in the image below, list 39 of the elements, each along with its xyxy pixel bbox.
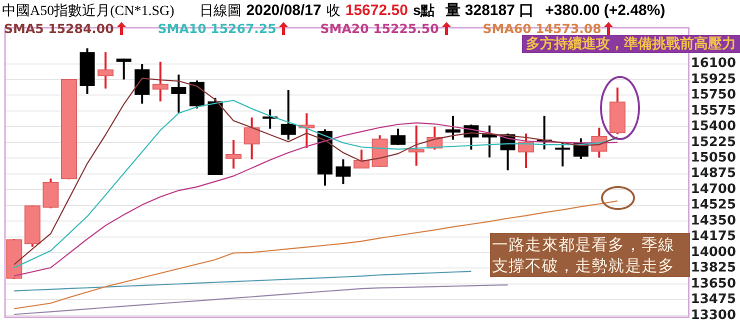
y-tick-label: 15575	[690, 103, 736, 118]
y-tick-label: 14700	[690, 182, 736, 197]
text: SMA20 15225.50	[320, 21, 440, 36]
y-tick-label: 15050	[690, 150, 736, 166]
candlestick	[280, 89, 296, 141]
text: s點	[412, 2, 435, 20]
y-tick-label: 14525	[690, 198, 736, 213]
annotation: 多方持續進攻，準備挑戰前高壓力	[522, 35, 740, 53]
y-tick-label: 13650	[690, 276, 736, 292]
chart-title: 中國A50指數近月(CN*1.SG)	[2, 2, 174, 20]
candlestick	[171, 74, 186, 114]
text: 收	[326, 3, 340, 20]
y-tick-label: 14350	[690, 213, 736, 228]
candlestick	[482, 124, 497, 158]
candlestick	[445, 114, 460, 141]
y-tick-label: 13300	[690, 308, 736, 323]
y-tick-label: 14175	[690, 229, 736, 244]
y-tick-label: 15225	[690, 134, 736, 150]
text: SMA60 14573.08	[482, 21, 602, 36]
y-tick-label: 16100	[690, 56, 736, 72]
y-tick-label: 14000	[690, 244, 736, 260]
y-tick-label: 15925	[690, 72, 736, 87]
text: 2020/08/17	[246, 2, 322, 19]
text: SMA10 15267.25	[158, 21, 278, 36]
y-tick-label: 14875	[690, 166, 736, 182]
text: 15672.50	[345, 2, 408, 19]
candlestick	[390, 128, 406, 146]
y-tick-label: 15750	[690, 88, 736, 103]
candlestick	[116, 58, 132, 80]
candlestick	[555, 142, 570, 168]
text: 量 328187 口	[446, 1, 534, 20]
candlestick	[336, 158, 351, 186]
y-tick-label: 13825	[690, 260, 736, 276]
text: +380.00 (+2.48%)	[545, 2, 666, 19]
chart-subtitle: 日線圖	[199, 3, 242, 20]
annotation: 一路走來都是看多，季線支撐不破，走勢就是走多	[490, 233, 690, 277]
y-tick-label: 15400	[690, 119, 736, 134]
y-tick-label: 13475	[690, 292, 736, 308]
text: SMA5 15284.00	[4, 21, 115, 36]
